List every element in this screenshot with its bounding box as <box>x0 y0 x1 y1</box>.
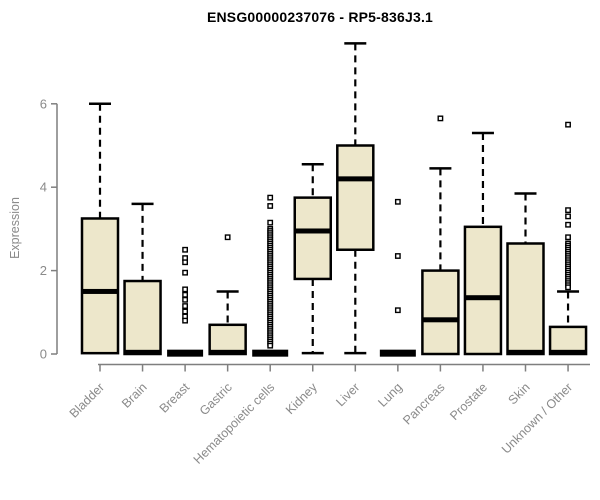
box <box>123 279 162 356</box>
outlier-point <box>565 213 571 220</box>
outlier-point <box>394 198 401 205</box>
boxplot-group <box>421 115 460 356</box>
median-line <box>294 228 331 234</box>
y-axis-title: Expression <box>8 197 22 259</box>
boxplot-group <box>252 194 289 357</box>
x-tick-label: Kidney <box>283 380 320 417</box>
box <box>421 269 460 356</box>
outlier-point <box>437 115 444 122</box>
outlier-point <box>267 342 274 349</box>
outlier-point <box>182 291 188 298</box>
median-line <box>507 349 544 355</box>
collapsed-box <box>167 349 204 357</box>
y-tick-label: 4 <box>40 180 47 195</box>
median-line <box>464 295 501 301</box>
median-line <box>337 176 374 182</box>
boxplot-group <box>293 163 332 355</box>
y-tick-label: 0 <box>40 347 47 362</box>
median-line <box>209 349 246 355</box>
outlier-point <box>394 307 401 314</box>
outlier-point <box>182 259 188 266</box>
chart-title: ENSG00000237076 - RP5-836J3.1 <box>206 9 434 25</box>
median-line <box>124 349 161 355</box>
x-tick-label: Hematopoietic cells <box>191 380 278 467</box>
outlier-point <box>182 296 188 303</box>
x-tick-label: Pancreas <box>400 380 447 427</box>
x-tick-label: Liver <box>333 380 362 409</box>
median-line <box>82 288 118 294</box>
x-tick-label: Brain <box>119 380 150 411</box>
boxplot-group <box>548 121 588 356</box>
median-line <box>550 349 587 355</box>
box <box>463 225 503 356</box>
box <box>293 196 332 281</box>
y-tick-label: 6 <box>40 96 47 111</box>
boxplot-group <box>506 192 545 356</box>
outlier-point <box>267 194 274 201</box>
boxplot-group <box>336 42 375 355</box>
outlier-point <box>182 317 188 324</box>
outlier-point <box>267 219 274 226</box>
outlier-point <box>182 269 188 276</box>
outlier-point <box>182 246 188 253</box>
outlier-point <box>182 308 188 315</box>
x-tick-label: Lung <box>375 380 405 410</box>
boxplot-group <box>208 234 247 356</box>
x-tick-label: Breast <box>157 380 193 416</box>
outlier-point <box>565 284 571 291</box>
x-tick-label: Prostate <box>447 380 490 423</box>
box <box>548 325 588 356</box>
outlier-point <box>224 234 231 241</box>
y-tick-label: 2 <box>40 263 47 278</box>
collapsed-box <box>379 349 416 357</box>
x-tick-label: Gastric <box>197 380 235 418</box>
box <box>336 144 375 251</box>
box <box>506 242 545 356</box>
boxplot-group <box>167 246 204 357</box>
x-tick-label: Skin <box>506 380 533 407</box>
outlier-point <box>565 121 571 128</box>
outlier-point <box>394 253 401 259</box>
outlier-point <box>267 203 274 209</box>
boxplot-group <box>463 131 503 356</box>
outlier-point <box>565 234 571 241</box>
boxplot-group <box>80 102 120 355</box>
outlier-point <box>182 303 188 309</box>
outlier-point <box>565 221 571 228</box>
x-tick-label: Bladder <box>67 380 107 420</box>
box <box>208 323 247 356</box>
outlier-point <box>565 207 571 214</box>
outlier-point <box>182 286 188 293</box>
collapsed-box <box>252 349 289 357</box>
median-line <box>422 317 459 323</box>
boxplot-group <box>379 198 416 357</box>
box <box>80 217 120 355</box>
boxplot-group <box>123 202 162 356</box>
